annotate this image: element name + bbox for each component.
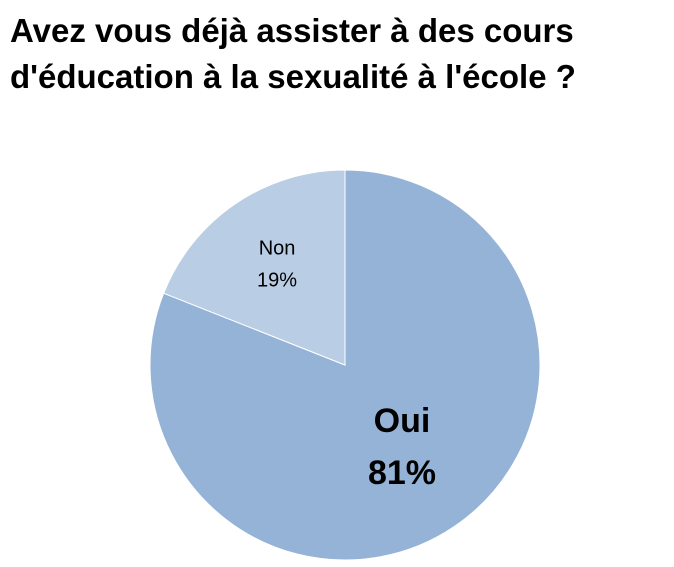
slice-category-label: Oui (374, 402, 431, 440)
slice-value-label: 19% (257, 269, 297, 291)
pie-slice (163, 169, 346, 366)
slice-category-label: Non (259, 237, 296, 259)
chart-title: Avez vous déjà assister à des cours d'éd… (10, 12, 576, 95)
slice-value-label: 81% (368, 454, 436, 492)
